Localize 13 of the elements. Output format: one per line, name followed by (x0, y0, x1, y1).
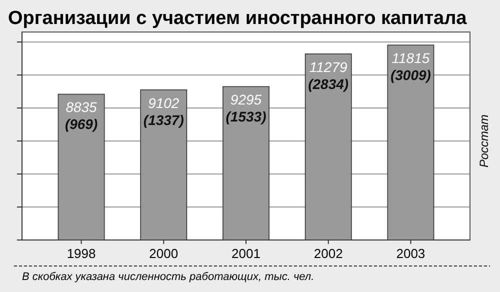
x-tick-label: 2002 (314, 246, 343, 261)
data-label: 9102 (1337) (143, 94, 184, 128)
data-label: 11279 (2834) (308, 58, 349, 92)
x-tick-label: 1998 (66, 246, 96, 261)
x-tick-label: 2001 (232, 246, 260, 261)
text: Росстат (477, 114, 491, 168)
data-label: 8835 (969) (64, 99, 98, 132)
data-label: 11815 (3009) (390, 50, 432, 84)
x-tick-label: 2000 (149, 246, 178, 261)
text: В скобках указана численность работающих, тыс. чел. (22, 271, 314, 283)
x-tick-label: 2003 (396, 246, 426, 261)
data-label: 9295 (1533) (226, 92, 267, 125)
chart-title: Организации с участием иностранного капитала (8, 8, 468, 29)
